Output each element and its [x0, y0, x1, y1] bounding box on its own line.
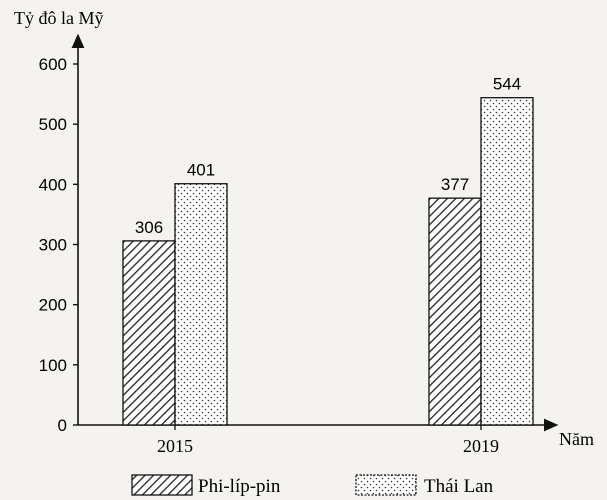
bar-2015-series-1	[174, 183, 228, 426]
bar-2019-series-1	[480, 97, 534, 426]
legend-swatch-phi-lip-pin	[131, 474, 193, 496]
y-axis-title: Tỷ đô la Mỹ	[14, 8, 104, 28]
x-tick-label: 2015	[157, 436, 193, 456]
x-tick-labels: 2015 2019	[157, 425, 499, 456]
y-tick-label: 200	[39, 296, 67, 315]
bar-2015-series-0	[122, 240, 176, 426]
legend-label-phi-lip-pin: Phi-líp-pin	[198, 476, 281, 497]
legend-label-thai-lan: Thái Lan	[424, 476, 494, 497]
bars: 306 401 377 544	[122, 75, 534, 426]
bar-2019-series-0	[428, 197, 482, 426]
y-tick-label: 500	[39, 115, 67, 134]
y-tick-label: 600	[39, 55, 67, 74]
legend: Phi-líp-pin Thái Lan	[131, 474, 494, 497]
y-ticks: 0 100 200 300 400 500 600	[39, 55, 78, 435]
legend-swatch-thai-lan	[355, 474, 417, 496]
x-axis-title: Năm	[559, 429, 594, 449]
data-label: 306	[135, 218, 163, 237]
x-tick-label: 2019	[463, 436, 499, 456]
data-label: 401	[187, 161, 215, 180]
y-tick-label: 100	[39, 356, 67, 375]
data-label: 544	[493, 75, 521, 94]
y-tick-label: 0	[58, 416, 67, 435]
data-label: 377	[441, 175, 469, 194]
y-tick-label: 300	[39, 236, 67, 255]
y-tick-label: 400	[39, 175, 67, 194]
